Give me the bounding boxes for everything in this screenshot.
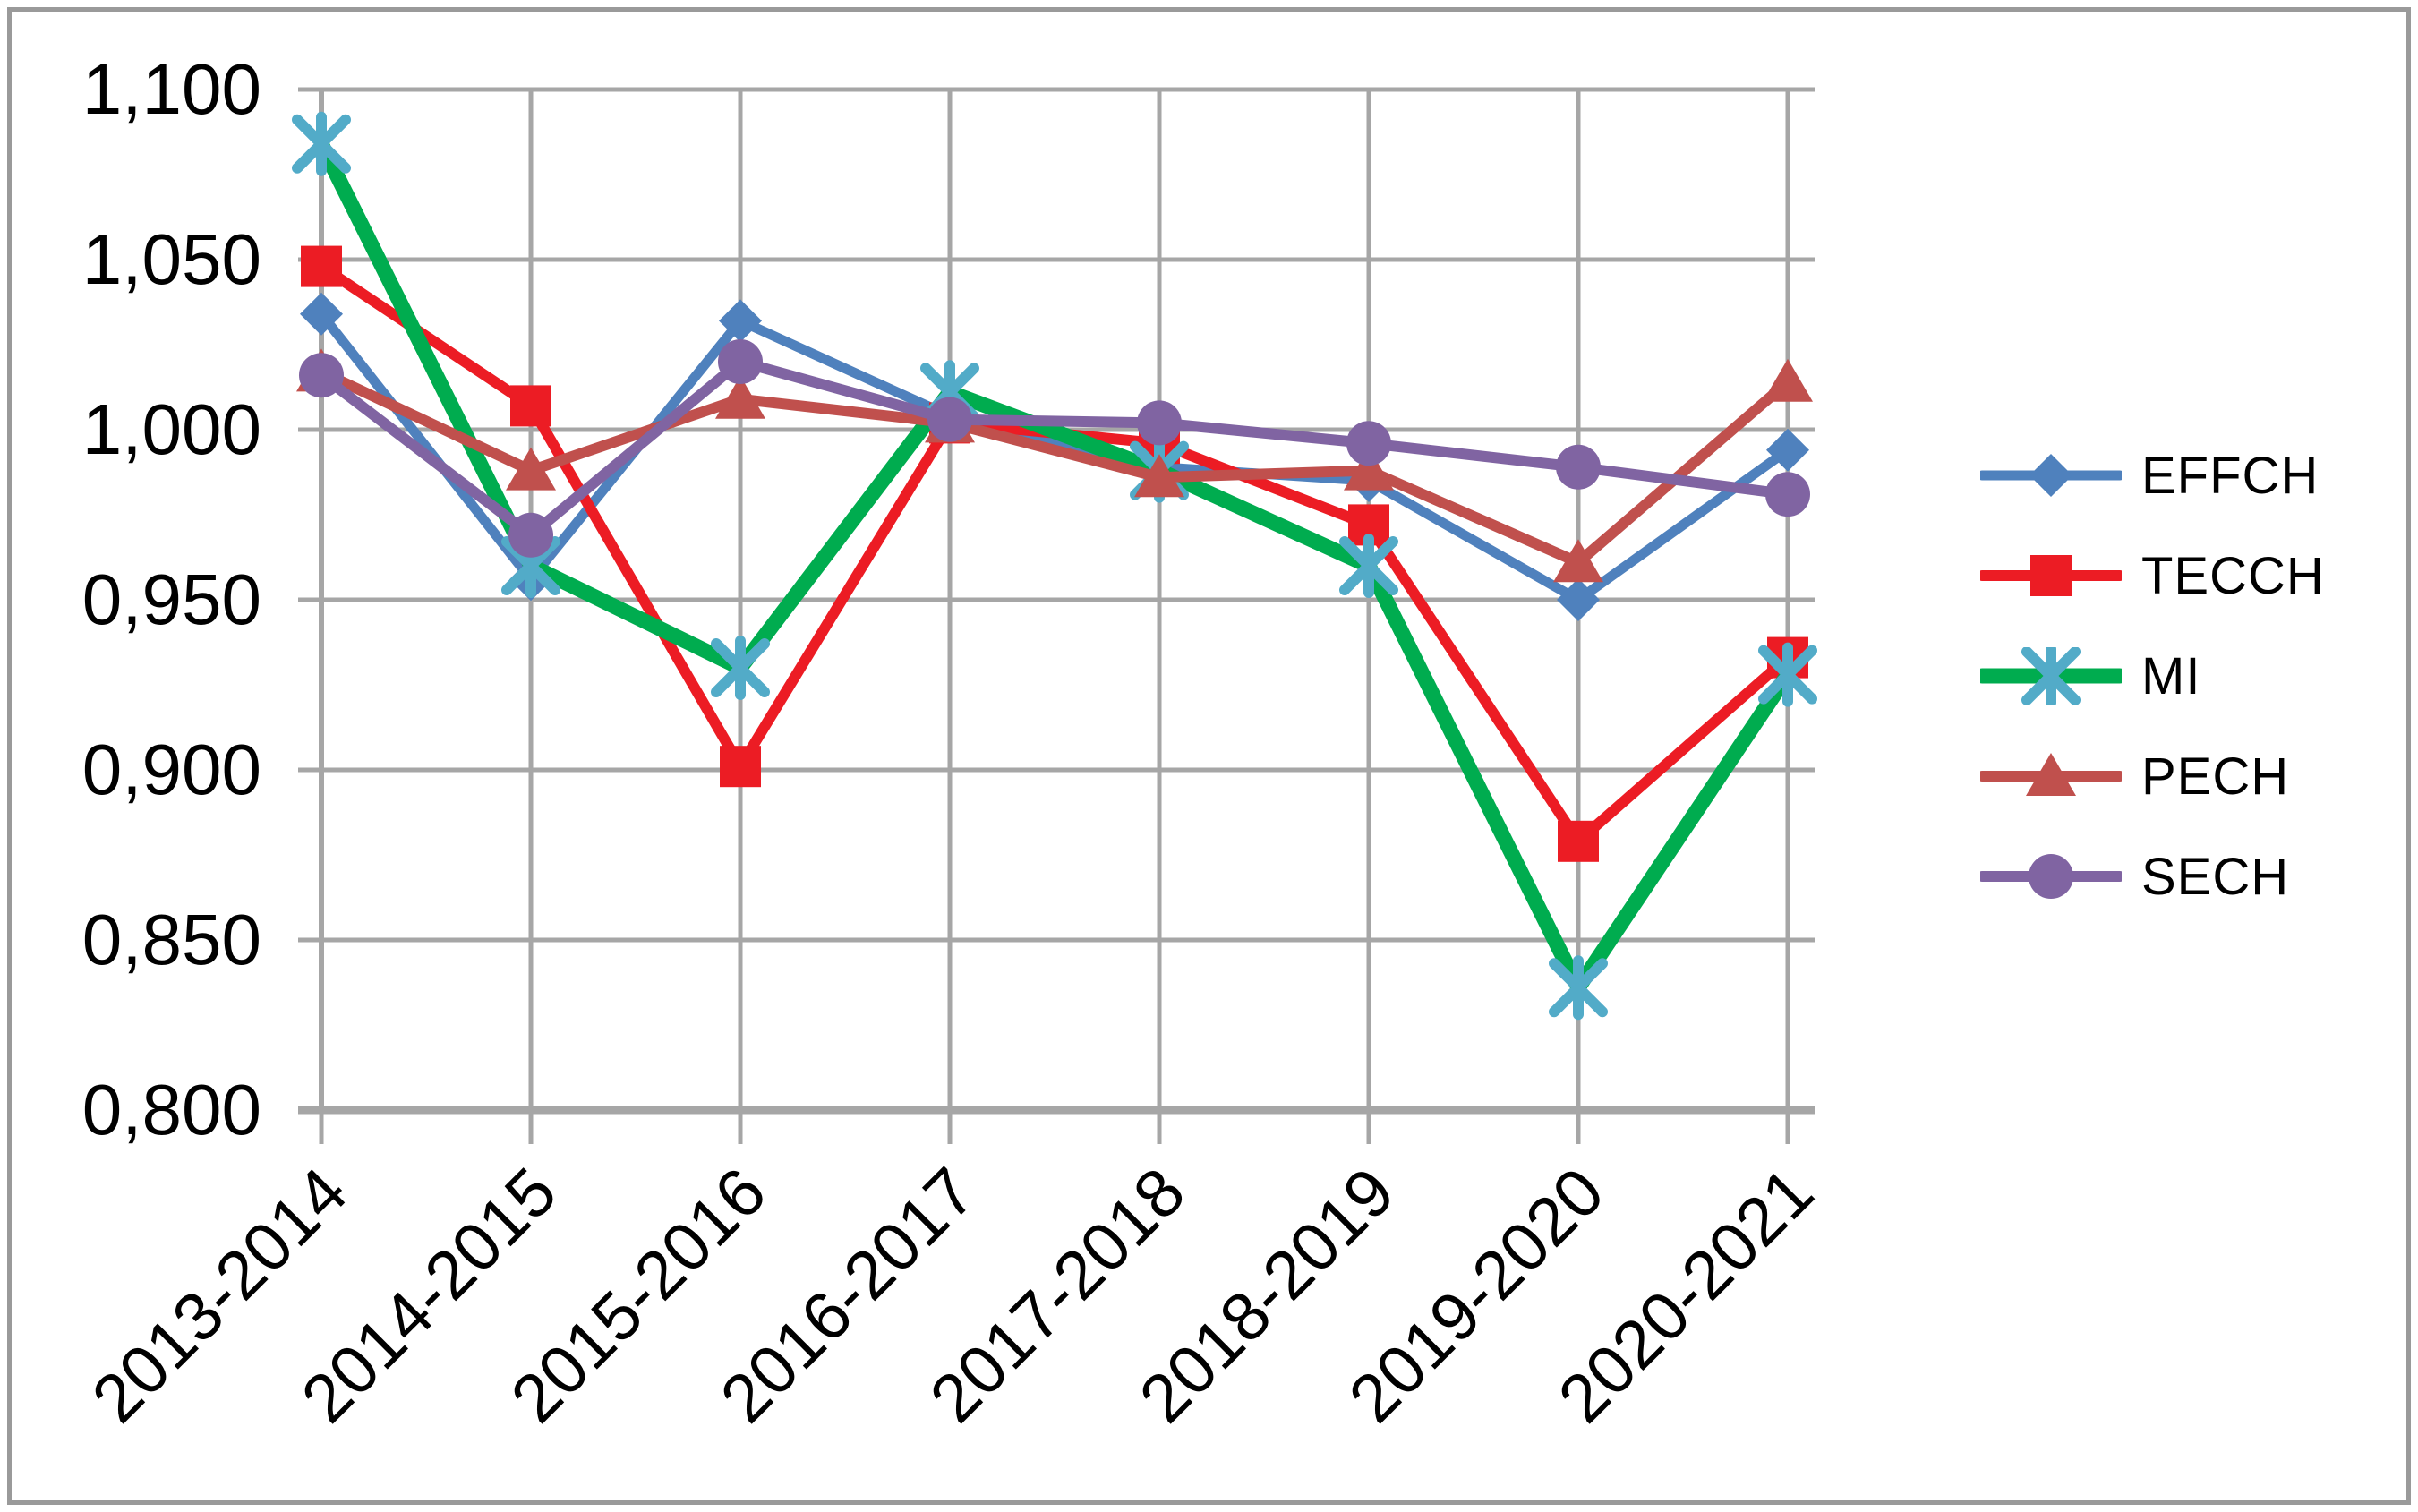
legend-marker-mi xyxy=(1980,647,2122,705)
marker-MI-6 xyxy=(1549,955,1608,1021)
marker-SECH-3 xyxy=(927,397,972,442)
series-line-MI xyxy=(313,136,1796,995)
legend-marker-sech xyxy=(1980,854,2122,899)
marker-PECH-7 xyxy=(1763,358,1813,402)
marker-PECH-1 xyxy=(506,447,556,491)
legend-label: EFFCH xyxy=(2141,446,2320,505)
y-axis-tick-label: 0,900 xyxy=(81,730,261,809)
legend-label: TECCH xyxy=(2141,546,2325,605)
marker-SECH-1 xyxy=(508,512,553,558)
y-axis-tick-label: 1,050 xyxy=(81,219,261,299)
marker-SECH-6 xyxy=(1556,444,1601,490)
marker-TECCH-1 xyxy=(510,385,551,427)
marker-SECH-5 xyxy=(1346,421,1391,466)
y-axis-tick-label: 0,850 xyxy=(81,900,261,979)
y-axis-tick-label: 1,000 xyxy=(81,389,261,469)
y-axis-tick-label: 1,100 xyxy=(81,49,261,129)
marker-PECH-5 xyxy=(1344,447,1394,491)
marker-MI-0 xyxy=(292,111,351,176)
legend-item-sech: SECH xyxy=(1980,826,2325,927)
y-axis-tick-label: 0,800 xyxy=(81,1070,261,1149)
series-line-SECH xyxy=(316,356,1793,541)
marker-MI-5 xyxy=(1339,534,1398,598)
legend-item-effch: EFFCH xyxy=(1980,425,2325,525)
legend-item-mi: MI xyxy=(1980,626,2325,726)
marker-SECH-7 xyxy=(1765,472,1810,517)
marker-PECH-6 xyxy=(1553,539,1603,583)
legend-marker-glyph xyxy=(2021,647,2081,705)
legend-marker-glyph xyxy=(2029,854,2073,899)
marker-EFFCH-0 xyxy=(300,292,343,336)
legend-label: SECH xyxy=(2141,847,2290,906)
series-PECH xyxy=(296,348,1813,583)
marker-SECH-4 xyxy=(1137,400,1182,446)
legend-marker-effch xyxy=(1980,454,2122,497)
legend-marker-tecch xyxy=(1980,555,2122,596)
marker-TECCH-0 xyxy=(301,245,342,287)
legend-marker-glyph xyxy=(2026,753,2076,796)
marker-SECH-0 xyxy=(299,353,344,398)
legend-marker-pech xyxy=(1980,753,2122,796)
marker-SECH-2 xyxy=(718,339,763,384)
marker-PECH-2 xyxy=(715,375,765,419)
legend-item-tecch: TECCH xyxy=(1980,525,2325,626)
legend-marker-glyph xyxy=(2030,555,2072,596)
marker-EFFCH-7 xyxy=(1766,428,1809,472)
legend-label: MI xyxy=(2141,646,2201,705)
series-SECH xyxy=(299,339,1810,558)
marker-PECH-4 xyxy=(1134,454,1184,498)
legend-label: PECH xyxy=(2141,747,2290,806)
marker-TECCH-6 xyxy=(1558,820,1599,862)
marker-MI-2 xyxy=(711,636,770,700)
marker-MI-7 xyxy=(1758,642,1817,707)
marker-EFFCH-2 xyxy=(719,299,762,343)
marker-EFFCH-6 xyxy=(1557,578,1600,621)
legend-item-pech: PECH xyxy=(1980,726,2325,826)
series-line-EFFCH xyxy=(316,309,1793,605)
legend: EFFCH TECCH MI PECH SECH xyxy=(1980,425,2325,927)
series-line-PECH xyxy=(316,366,1793,568)
marker-TECCH-2 xyxy=(720,746,761,788)
legend-marker-glyph xyxy=(2029,454,2072,497)
y-axis-tick-label: 0,950 xyxy=(81,560,261,639)
